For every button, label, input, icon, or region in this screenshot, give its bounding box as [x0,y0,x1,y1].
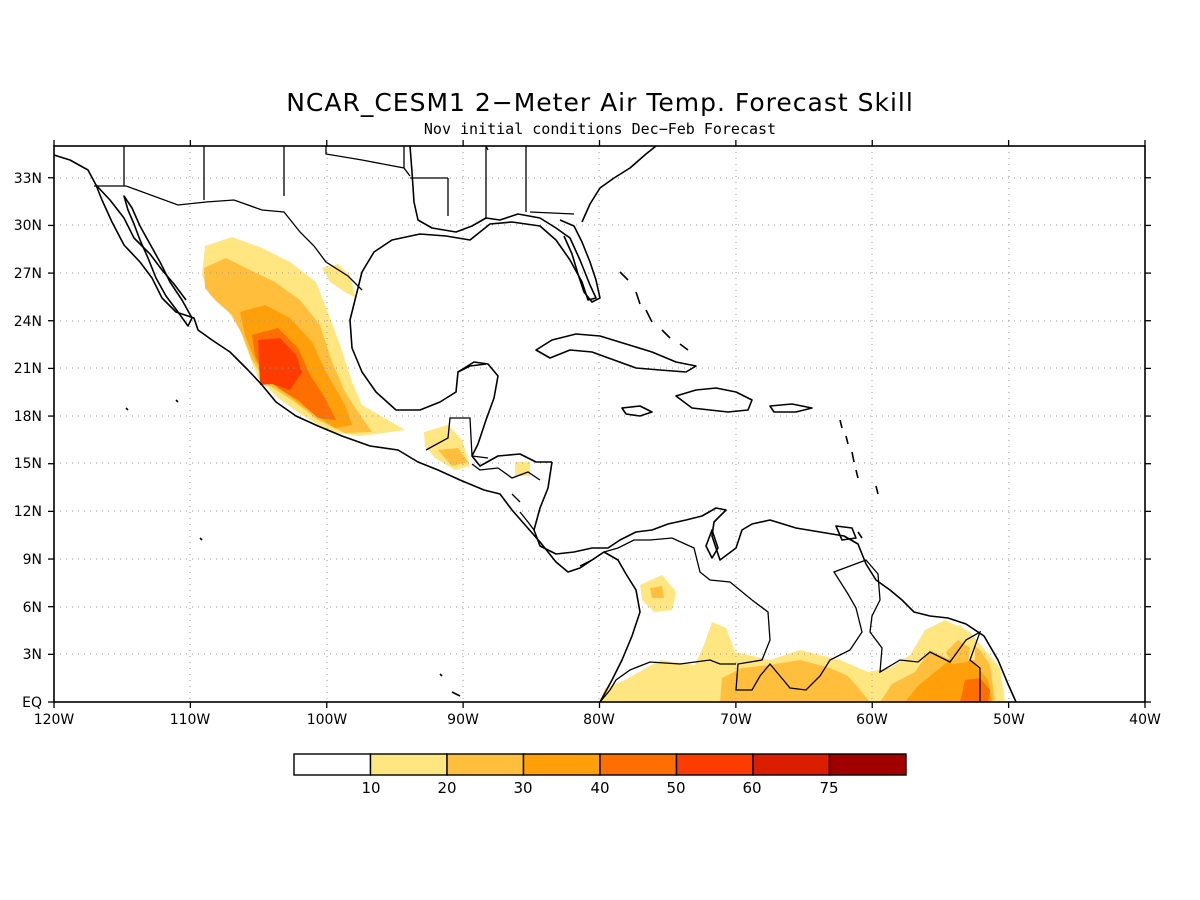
lat-tick-label: 12N [14,504,42,520]
lon-tick-label: 120W [34,712,75,728]
colorbar [293,753,907,776]
coastline-puerto-rico [769,403,813,413]
colorbar-label: 10 [361,779,380,797]
colorbar-label: 40 [590,779,609,797]
lat-tick-label: 15N [14,456,42,472]
map-frame [53,145,1146,703]
lon-tick-label: 70W [720,712,752,728]
lat-tick-label: 6N [23,600,42,616]
lat-tick-label: 18N [14,409,42,425]
lat-tick-label: 33N [14,171,42,187]
colorbar-swatch [828,753,907,776]
lon-tick-label: 40W [1129,712,1161,728]
border-south-america [603,537,982,702]
colorbar-labels: 10 20 30 40 50 60 75 [361,779,838,797]
coastline-hispaniola [675,387,753,413]
map-title: NCAR_CESM1 2−Meter Air Temp. Forecast Sk… [286,88,914,117]
skill-region-guatemala [424,425,470,470]
skill-region-amazon-north [600,620,1005,702]
colorbar-label: 30 [513,779,532,797]
colorbar-swatch [369,753,448,776]
map-gridlines [54,146,1145,702]
coastline-gulf [349,146,597,467]
coastline-florida [559,219,601,303]
map-subtitle: Nov initial conditions Dec−Feb Forecast [424,120,776,138]
coastline-baja [123,195,193,327]
colorbar-label: 60 [742,779,761,797]
colorbar-swatch [446,753,525,776]
colorbar-swatch [293,753,372,776]
axis-tick-marks [48,140,1151,708]
colorbar-swatch [752,753,831,776]
coastline-jamaica [621,405,653,417]
lat-tick-label: 30N [14,218,42,234]
skill-shading [202,237,1005,702]
lat-tick-label: 9N [23,552,42,568]
colorbar-swatch [599,753,678,776]
lon-tick-label: 90W [447,712,479,728]
lon-tick-label: 100W [307,712,348,728]
map-plot-area [54,146,1145,702]
border-us-mexico [94,185,363,291]
colorbar-swatch [522,753,601,776]
skill-region-western-mexico [202,237,405,436]
lat-tick-label: EQ [22,695,42,711]
latitude-axis-labels: EQ 3N 6N 9N 12N 15N 18N 21N 24N 27N 30N … [14,171,42,711]
coastlines [54,146,1017,702]
colorbar-label: 75 [819,779,838,797]
lat-tick-label: 27N [14,266,42,282]
colorbar-label: 50 [666,779,685,797]
lon-tick-label: 80W [583,712,615,728]
colorbar-swatch [675,753,754,776]
lon-tick-label: 50W [993,712,1025,728]
lat-tick-label: 21N [14,361,42,377]
lat-tick-label: 3N [23,647,42,663]
lat-tick-label: 24N [14,314,42,330]
skill-region-colombia [640,575,676,612]
colorbar-label: 20 [437,779,456,797]
longitude-axis-labels: 120W 110W 100W 90W 80W 70W 60W 50W 40W [34,712,1161,728]
political-borders [94,146,982,702]
lon-tick-label: 110W [170,712,211,728]
lon-tick-label: 60W [856,712,888,728]
coastline-cuba [535,333,697,373]
coastline-mainland [54,154,641,702]
